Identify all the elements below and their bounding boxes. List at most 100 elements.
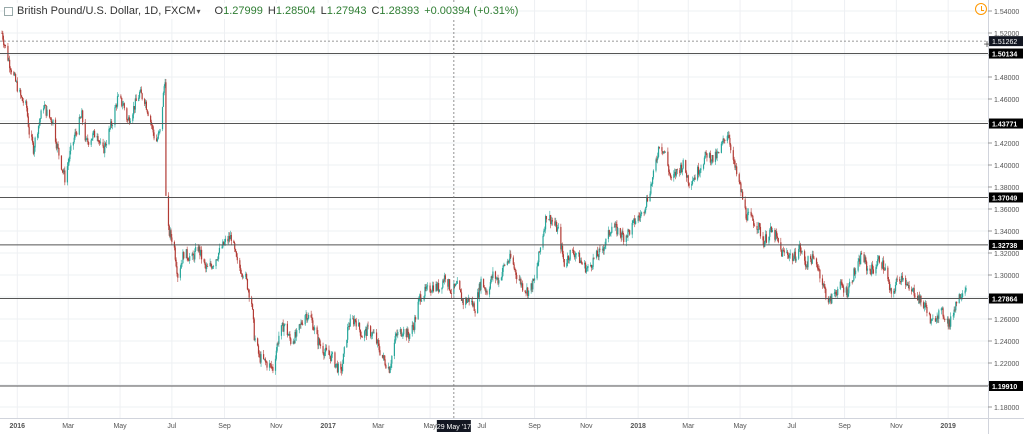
candle-body <box>911 288 914 292</box>
candle-body <box>500 277 503 281</box>
candle-body <box>530 283 532 291</box>
candle-body <box>550 215 552 225</box>
candle-body <box>441 287 443 290</box>
candle-body <box>229 235 232 240</box>
candle-body <box>406 329 408 338</box>
candle-body <box>62 170 64 173</box>
candle-body <box>632 220 634 224</box>
candle-body <box>834 291 836 294</box>
candle-body <box>930 321 932 324</box>
candle-body <box>430 291 432 293</box>
candle-body <box>929 314 931 324</box>
candle-body <box>67 162 69 167</box>
candle-body <box>206 266 208 269</box>
candle-body <box>827 297 830 303</box>
x-tick-label: May <box>113 423 127 430</box>
candle-body <box>699 169 701 174</box>
candle-body <box>730 144 732 151</box>
candle-body <box>668 171 671 174</box>
candle-body <box>341 363 344 372</box>
candle-body <box>316 327 318 335</box>
add-alert-button[interactable]: + <box>983 37 991 51</box>
candle-body <box>341 369 343 372</box>
candle-body <box>372 332 374 334</box>
candle-body <box>56 144 58 149</box>
candle-body <box>210 262 212 266</box>
candle-body <box>96 136 98 138</box>
candle-body <box>609 233 611 236</box>
candle-body <box>613 226 615 228</box>
candle-body <box>188 259 190 261</box>
candle-body <box>194 250 196 260</box>
candle-body <box>471 300 473 302</box>
candle-body <box>759 223 761 227</box>
candle-body <box>420 294 422 302</box>
candle-body <box>305 314 307 316</box>
candle-body <box>19 89 21 92</box>
candle-body <box>775 231 777 240</box>
candle-body <box>436 284 438 290</box>
candle-body <box>337 363 339 373</box>
candle-body <box>604 245 606 248</box>
candle-body <box>739 181 741 184</box>
candle-body <box>347 327 349 340</box>
candle-body <box>912 288 914 289</box>
candle-body <box>617 228 619 235</box>
candle-body <box>3 39 5 45</box>
candle-body <box>343 347 345 354</box>
candle-body <box>498 280 500 284</box>
candle-body <box>390 363 392 368</box>
candle-body <box>378 343 380 351</box>
candle-body <box>770 226 772 230</box>
candle-body <box>905 277 907 286</box>
candle-body <box>634 218 636 224</box>
candle-body <box>97 136 99 141</box>
candle-body <box>414 317 416 330</box>
candle-body <box>693 177 695 181</box>
candle-body <box>727 135 729 137</box>
candle-body <box>80 117 82 119</box>
candle-body <box>8 59 10 61</box>
candle-body <box>554 221 556 226</box>
candle-body <box>509 253 511 262</box>
candle-body <box>66 166 68 183</box>
candle-body <box>176 266 178 274</box>
candle-body <box>99 142 102 144</box>
candle-body <box>447 279 449 287</box>
symbol-selector[interactable]: British Pound/U.S. Dollar, 1D, FXCM▾ <box>17 5 201 17</box>
candle-body <box>585 268 587 273</box>
candle-body <box>714 151 717 162</box>
y-tick-label: 1.48000 <box>994 75 1019 82</box>
candle-body <box>651 177 654 184</box>
legend-checkbox[interactable] <box>4 6 13 16</box>
candle-body <box>284 323 286 325</box>
candle-body <box>189 256 191 261</box>
candle-body <box>948 319 950 327</box>
candle-body <box>950 316 952 327</box>
candle-body <box>114 107 116 126</box>
candle-body <box>526 287 528 293</box>
candle-body <box>317 334 319 346</box>
candle-body <box>483 287 486 289</box>
candle-body <box>262 354 265 359</box>
candle-body <box>276 343 278 351</box>
clock-icon[interactable] <box>975 3 987 15</box>
candle-body <box>899 279 901 282</box>
crosshair-price-label: 1.51262 <box>992 39 1017 46</box>
candle-body <box>859 258 861 265</box>
candle-body <box>3 44 6 46</box>
candle-body <box>274 358 277 371</box>
candle-body <box>76 132 78 135</box>
candle-body <box>265 361 267 363</box>
candle-body <box>851 281 853 283</box>
candle-body <box>116 96 119 107</box>
candle-body <box>355 320 357 327</box>
candle-body <box>43 104 46 109</box>
candle-body <box>724 139 726 141</box>
candle-body <box>812 254 814 258</box>
candle-body <box>644 210 646 213</box>
candle-body <box>251 304 254 310</box>
candle-body <box>33 147 35 154</box>
candle-body <box>31 134 33 137</box>
